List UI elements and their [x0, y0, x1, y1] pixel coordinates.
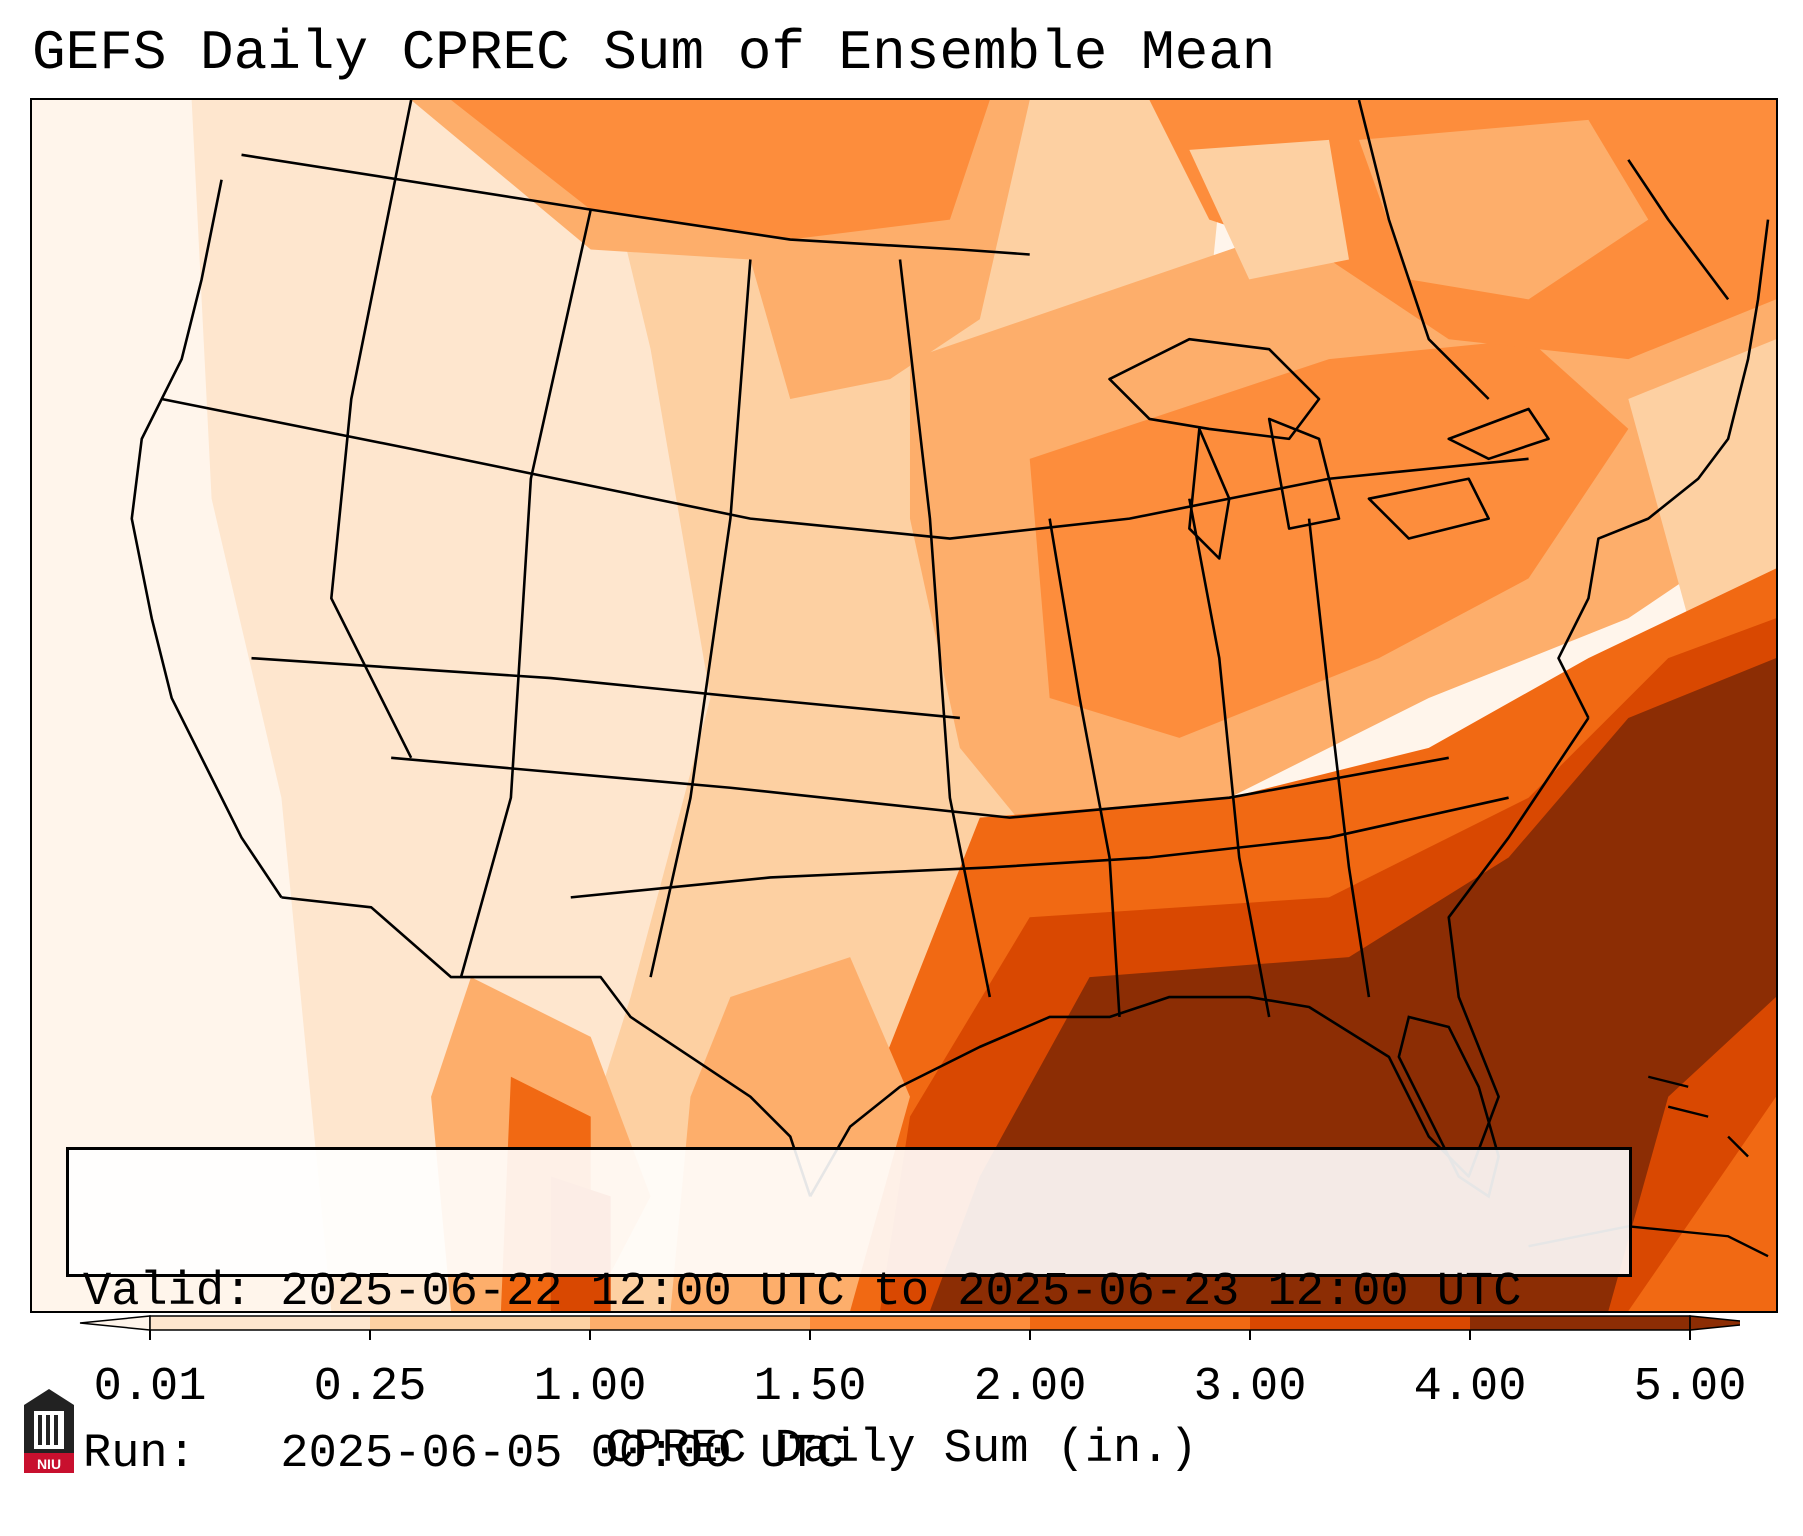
colorbar-segment — [810, 1316, 1030, 1330]
colorbar-outline — [149, 1315, 1691, 1331]
colorbar-tick-label: 1.00 — [533, 1361, 647, 1414]
colorbar-tick-label: 4.00 — [1413, 1361, 1527, 1414]
niu-logo: NIU — [24, 1389, 74, 1473]
valid-run-info-box: Valid: 2025-06-22 12:00 UTC to 2025-06-2… — [66, 1147, 1632, 1481]
colorbar-segment — [590, 1316, 810, 1330]
precip-map — [30, 98, 1778, 1313]
colorbar-tick-label: 0.25 — [313, 1361, 427, 1414]
run-time-text: Run: 2025-06-05 00:00 UTC — [83, 1428, 845, 1481]
colorbar-segment — [1030, 1316, 1250, 1330]
colorbar-extend-min — [79, 1315, 151, 1331]
valid-time-text: Valid: 2025-06-22 12:00 UTC to 2025-06-2… — [83, 1266, 1522, 1319]
colorbar-label: CPREC Daily Sum (in.) — [605, 1423, 1198, 1476]
colorbar-tick-label: 5.00 — [1633, 1361, 1747, 1414]
colorbar — [79, 1315, 1740, 1340]
colorbar-extend-max — [1689, 1315, 1740, 1331]
colorbar-tick-label: 0.01 — [93, 1361, 207, 1414]
colorbar-tick-label: 1.50 — [753, 1361, 867, 1414]
precip-map-canvas — [32, 100, 1776, 1311]
colorbar-segment — [1250, 1316, 1470, 1330]
colorbar-segment — [1470, 1316, 1690, 1330]
colorbar-segment — [370, 1316, 590, 1330]
colorbar-segment — [150, 1316, 370, 1330]
colorbar-tick-label: 3.00 — [1193, 1361, 1307, 1414]
map-title: GEFS Daily CPREC Sum of Ensemble Mean — [32, 21, 1276, 85]
svg-text:NIU: NIU — [37, 1456, 61, 1472]
colorbar-tick-label: 2.00 — [973, 1361, 1087, 1414]
